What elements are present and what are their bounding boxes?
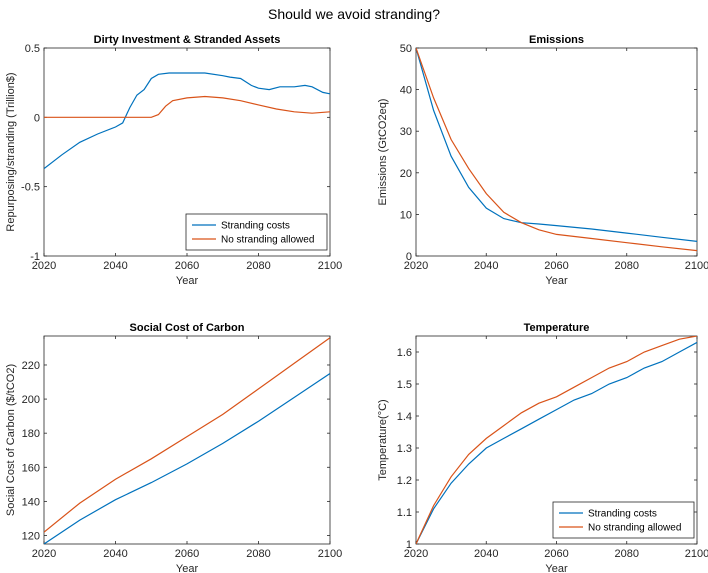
subplot-title: Temperature	[524, 322, 590, 334]
x-tick-label: 2020	[404, 548, 428, 560]
x-tick-label: 2020	[32, 260, 56, 272]
y-tick-label: -0.5	[21, 182, 40, 194]
x-axis-label: Year	[545, 563, 568, 573]
y-axis-label: Temperature(°C)	[377, 399, 389, 480]
legend-box	[552, 501, 695, 539]
x-tick-label: 2080	[615, 548, 639, 560]
subplot-1: 2020 2040 2060 2080 2100 -1 -0.5 0 0.5 Dirty Inve…	[5, 34, 342, 287]
legend: Stranding costs No stranding allowed	[552, 501, 695, 539]
series-line-2	[416, 336, 697, 544]
x-tick-label: 2060	[544, 548, 568, 560]
y-tick-label: 0	[406, 251, 412, 263]
x-axis-label: Year	[545, 275, 568, 287]
y-tick-label: 50	[400, 43, 412, 55]
x-tick-label: 2060	[544, 260, 568, 272]
x-tick-label: 2060	[175, 260, 199, 272]
x-tick-label: 2100	[685, 260, 708, 272]
x-tick-label: 2100	[318, 548, 342, 560]
y-axis-label: Repurposing/stranding (Trillion$)	[5, 72, 17, 231]
axes-box	[43, 335, 331, 545]
legend-label: No stranding allowed	[588, 523, 681, 534]
x-tick-label: 2020	[404, 260, 428, 272]
y-tick-label: 0.5	[25, 43, 40, 55]
x-tick-label: 2100	[685, 548, 708, 560]
y-tick-label: 1	[406, 539, 412, 551]
figure-title: Should we avoid stranding?	[267, 6, 440, 22]
y-tick-label: 1.3	[397, 443, 412, 455]
subplot-4: 2020 2040 2060 2080 2100 1 1.1 1.2 1.3 1.4 1.5 1.6 T…	[377, 322, 708, 573]
subplot-title: Social Cost of Carbon	[130, 322, 245, 334]
subplot-3: 2020 2040 2060 2080 2100 120 140 160 180 200 220 So…	[5, 322, 342, 573]
y-tick-label: 1.6	[397, 347, 412, 359]
legend-label: No stranding allowed	[221, 235, 314, 246]
y-tick-label: 1.4	[397, 411, 412, 423]
y-tick-label: 180	[22, 428, 40, 440]
series-line-2	[416, 48, 697, 252]
y-tick-label: 120	[22, 530, 40, 542]
x-tick-label: 2080	[246, 548, 270, 560]
y-tick-label: 10	[400, 209, 412, 221]
y-tick-label: -1	[30, 251, 40, 263]
series-line-1	[416, 341, 697, 544]
legend-label: Stranding costs	[588, 509, 657, 520]
x-tick-label: 2020	[32, 548, 56, 560]
legend-label: Stranding costs	[221, 221, 290, 232]
x-tick-label: 2040	[474, 548, 498, 560]
y-tick-label: 160	[22, 462, 40, 474]
x-tick-label: 2040	[474, 260, 498, 272]
x-tick-label: 2040	[103, 548, 127, 560]
y-axis-label: Social Cost of Carbon ($/tCO2)	[5, 364, 17, 516]
y-axis-label: Emissions (GtCO2eq)	[377, 99, 389, 206]
y-tick-label: 140	[22, 496, 40, 508]
y-tick-label: 200	[22, 394, 40, 406]
series-line-1	[44, 72, 330, 170]
legend: Stranding costs No stranding allowed	[185, 213, 328, 251]
y-tick-label: 20	[400, 168, 412, 180]
legend-box	[185, 213, 328, 251]
y-tick-label: 0	[34, 112, 40, 124]
y-tick-label: 40	[400, 85, 412, 97]
x-tick-label: 2080	[615, 260, 639, 272]
y-tick-label: 30	[400, 126, 412, 138]
y-tick-label: 220	[22, 360, 40, 372]
x-tick-label: 2040	[103, 260, 127, 272]
x-tick-label: 2100	[318, 260, 342, 272]
series-line-2	[44, 95, 330, 118]
series-line-1	[44, 373, 330, 544]
subplot-title: Dirty Investment & Stranded Assets	[94, 34, 281, 46]
y-tick-label: 1.1	[397, 507, 412, 519]
subplot-title: Emissions	[529, 34, 584, 46]
x-tick-label: 2080	[246, 260, 270, 272]
y-tick-label: 1.2	[397, 475, 412, 487]
x-axis-label: Year	[176, 275, 199, 287]
y-tick-label: 1.5	[397, 379, 412, 391]
subplot-2: 2020 2040 2060 2080 2100 0 10 20 30 40 50 Emissions…	[377, 34, 708, 287]
series-line-2	[44, 337, 330, 533]
x-axis-label: Year	[176, 563, 199, 573]
x-tick-label: 2060	[175, 548, 199, 560]
